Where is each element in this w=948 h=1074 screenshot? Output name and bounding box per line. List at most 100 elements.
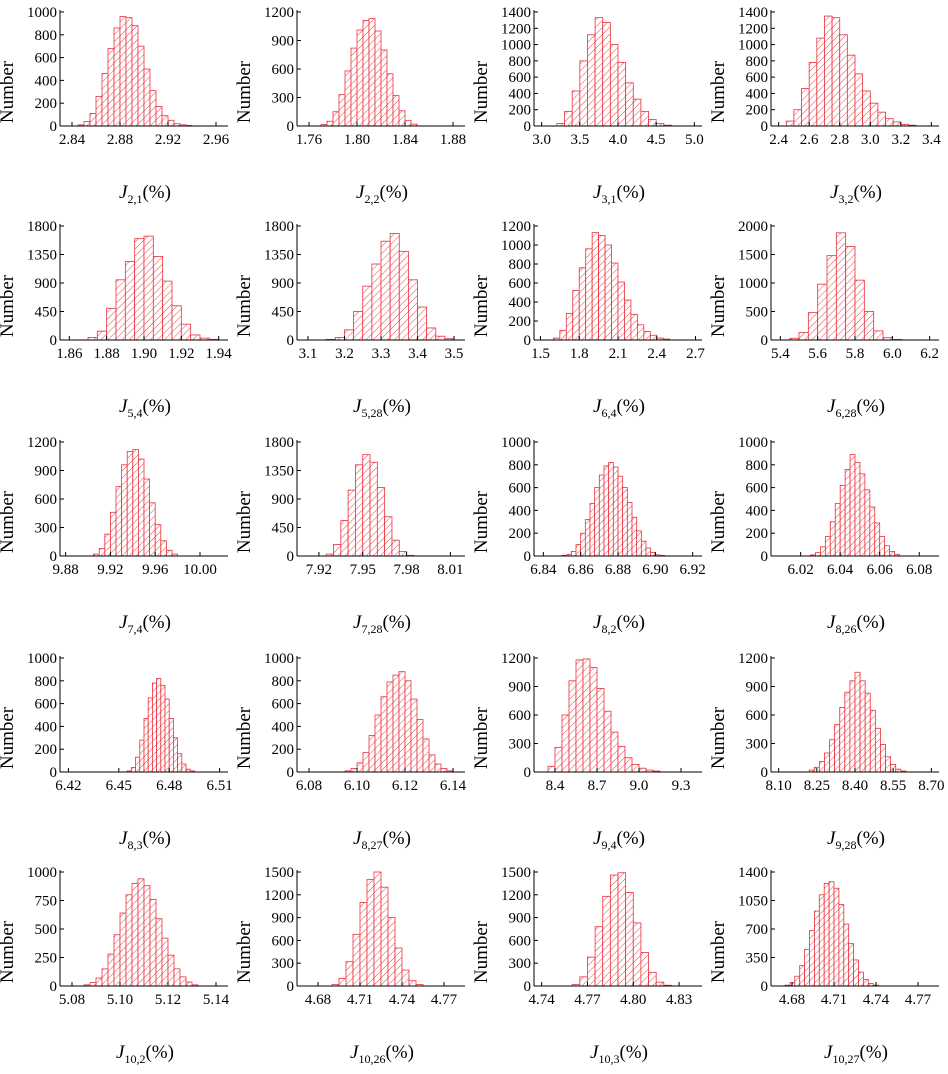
y-tick-label: 300 bbox=[272, 91, 295, 107]
histogram-bar bbox=[98, 548, 106, 557]
x-tick-label: 8.25 bbox=[804, 778, 830, 794]
histogram-bar bbox=[603, 710, 612, 773]
histogram-bar bbox=[366, 879, 375, 987]
histogram-bar bbox=[611, 262, 619, 341]
histogram-bar bbox=[155, 106, 163, 127]
x-tick-label: 4.71 bbox=[821, 992, 847, 1008]
histogram-bar bbox=[101, 73, 109, 127]
y-tick-label: 900 bbox=[272, 911, 295, 927]
histogram-bar bbox=[859, 680, 866, 773]
histogram-bar bbox=[132, 449, 139, 557]
histogram-bar bbox=[570, 551, 577, 557]
x-tick-label: 6.48 bbox=[156, 778, 182, 794]
histogram-bar bbox=[332, 111, 340, 127]
y-tick-label: 1000 bbox=[738, 435, 768, 451]
y-tick-label: 0 bbox=[761, 979, 769, 995]
histogram-bar bbox=[386, 681, 394, 773]
y-tick-label: 600 bbox=[746, 708, 769, 724]
y-tick-label: 200 bbox=[35, 742, 58, 758]
histogram-bar bbox=[156, 678, 162, 773]
x-tick-label: 6.84 bbox=[530, 562, 557, 578]
histogram-panel: 0 300 600 900 1200 9.88 9.92 9.96 10.00 Number J7,… bbox=[0, 430, 237, 644]
y-tick-label: 1000 bbox=[738, 38, 768, 54]
histogram-bar bbox=[115, 279, 126, 341]
x-tick-label: 4.77 bbox=[905, 992, 932, 1008]
histogram-bar bbox=[609, 44, 619, 127]
histogram-bar bbox=[177, 753, 183, 773]
histogram-svg: 0 300 600 900 1200 9.88 9.92 9.96 10.00 bbox=[27, 435, 228, 578]
histogram-bar bbox=[801, 88, 810, 127]
histogram-bar bbox=[839, 707, 846, 773]
y-tick-label: 0 bbox=[761, 765, 769, 781]
histogram-bar bbox=[636, 324, 645, 341]
histogram-bar bbox=[631, 516, 638, 557]
histogram-bar bbox=[559, 330, 567, 341]
histogram-bar bbox=[582, 658, 591, 773]
histogram-bar bbox=[617, 475, 624, 557]
histogram-panel: 0 500 1000 1500 2000 5.4 5.6 5.8 6.0 6.2 Number J6,… bbox=[708, 214, 948, 428]
x-tick-label: 3.5 bbox=[445, 346, 464, 362]
x-axis-label: J6,4(%) bbox=[534, 396, 704, 421]
histogram-bar bbox=[422, 738, 430, 773]
histogram-bar bbox=[874, 727, 881, 773]
y-tick-label: 1800 bbox=[27, 219, 57, 235]
histogram-bar bbox=[110, 511, 117, 557]
x-tick-label: 6.86 bbox=[568, 562, 595, 578]
histogram-bar bbox=[604, 244, 612, 341]
histogram-panel: 0 250 500 750 1000 5.08 5.10 5.12 5.14 Number J10,… bbox=[0, 860, 237, 1074]
x-axis-label-unit: (%) bbox=[853, 182, 882, 203]
x-tick-label: 3.0 bbox=[532, 132, 551, 148]
histogram-bar bbox=[428, 754, 436, 773]
x-tick-label: 4.68 bbox=[305, 992, 331, 1008]
histogram-bar bbox=[104, 533, 111, 557]
histogram-bar bbox=[143, 68, 151, 127]
x-tick-label: 5.0 bbox=[685, 132, 704, 148]
histogram-bar bbox=[880, 744, 886, 773]
y-tick-label: 0 bbox=[287, 333, 295, 349]
y-axis-label: Number bbox=[0, 920, 18, 984]
histogram-bar bbox=[362, 752, 370, 773]
y-tick-label: 1000 bbox=[27, 651, 57, 667]
histogram-bar bbox=[113, 27, 121, 127]
x-axis-label: J9,4(%) bbox=[534, 828, 704, 853]
x-tick-label: 5.4 bbox=[771, 346, 790, 362]
histogram-bar bbox=[547, 765, 556, 773]
histogram-panel: 0 200 400 600 800 1000 6.84 6.86 6.88 6.90 6.92 Num… bbox=[471, 430, 711, 644]
x-tick-label: 10.00 bbox=[183, 562, 217, 578]
histogram-bar bbox=[179, 976, 187, 987]
histogram-bar bbox=[824, 15, 833, 127]
histogram-bar bbox=[368, 735, 376, 773]
histogram-bar bbox=[879, 536, 886, 557]
histogram-bar bbox=[575, 544, 582, 557]
x-tick-label: 8.01 bbox=[437, 562, 463, 578]
histogram-bar bbox=[161, 115, 169, 127]
y-tick-label: 800 bbox=[509, 54, 532, 70]
x-axis-label-subscript: 3,1 bbox=[601, 191, 617, 206]
y-tick-label: 450 bbox=[272, 521, 295, 537]
y-tick-label: 1000 bbox=[264, 651, 294, 667]
y-tick-label: 1400 bbox=[738, 5, 768, 21]
histogram-bar bbox=[353, 311, 364, 341]
histogram-bar bbox=[873, 330, 884, 341]
y-tick-label: 0 bbox=[50, 979, 58, 995]
x-axis-label: J6,28(%) bbox=[771, 396, 941, 421]
histogram-bar bbox=[389, 233, 400, 341]
histogram-svg: 0 200 400 600 800 1000 2.84 2.88 2.92 2.96 bbox=[27, 5, 230, 148]
y-tick-label: 1200 bbox=[501, 21, 531, 37]
x-tick-label: 2.84 bbox=[59, 132, 86, 148]
histogram-bar bbox=[143, 235, 154, 341]
x-axis-label-subscript: 10,27 bbox=[832, 1051, 860, 1066]
histogram-bar bbox=[869, 709, 876, 773]
x-tick-label: 7.95 bbox=[350, 562, 376, 578]
y-tick-label: 800 bbox=[35, 674, 58, 690]
histogram-bar bbox=[608, 462, 614, 557]
y-axis-label: Number bbox=[471, 60, 492, 124]
x-tick-label: 6.45 bbox=[106, 778, 132, 794]
y-tick-label: 900 bbox=[509, 911, 532, 927]
y-tick-label: 900 bbox=[272, 34, 295, 50]
histogram-bar bbox=[869, 506, 876, 557]
histogram-bar bbox=[155, 918, 163, 987]
histogram-bar bbox=[844, 691, 851, 773]
histogram-bar bbox=[650, 552, 656, 557]
